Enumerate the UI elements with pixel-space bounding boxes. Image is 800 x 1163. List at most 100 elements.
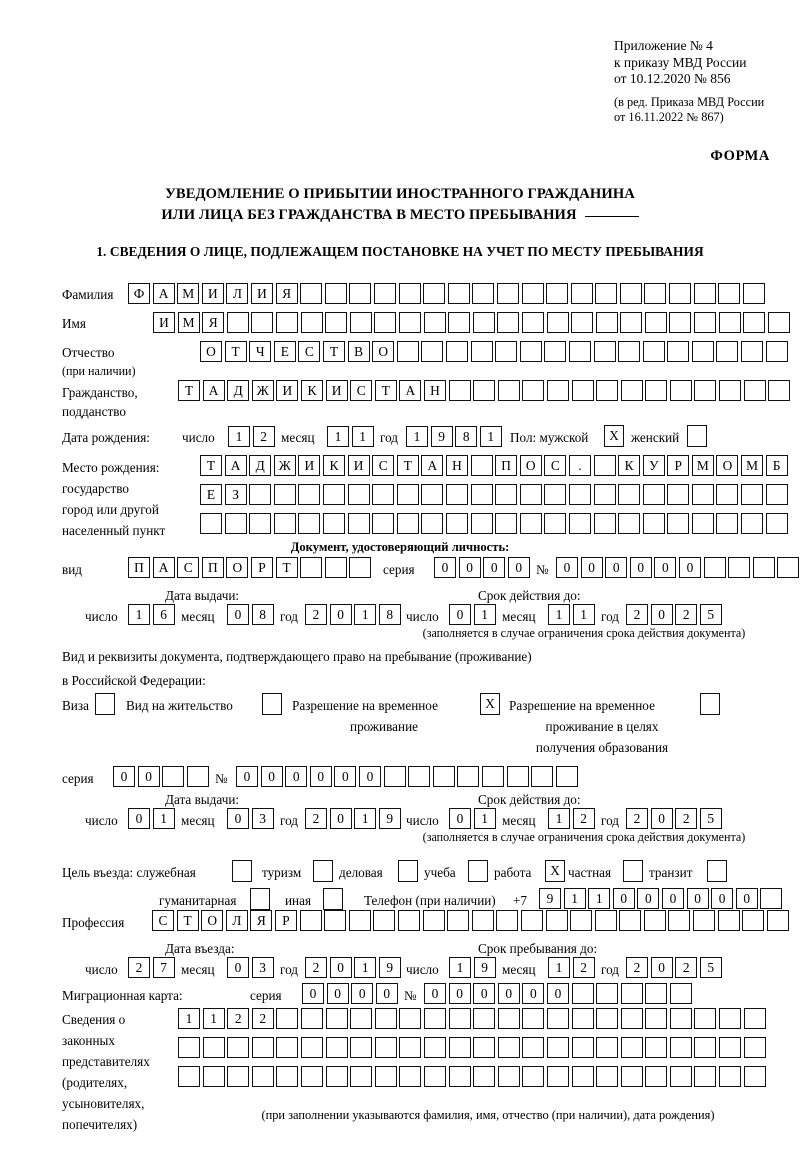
input-cell[interactable] bbox=[398, 283, 421, 304]
input-cell[interactable]: . bbox=[568, 455, 591, 476]
input-cell[interactable]: 2 bbox=[305, 604, 327, 625]
input-cell[interactable] bbox=[300, 1066, 323, 1087]
input-cell[interactable] bbox=[496, 283, 519, 304]
input-cell[interactable]: С bbox=[372, 455, 395, 476]
input-cell[interactable] bbox=[325, 1066, 348, 1087]
input-cell[interactable]: 0 bbox=[650, 957, 673, 978]
input-cell[interactable]: 1 bbox=[354, 957, 377, 978]
input-cell[interactable]: 1 bbox=[563, 888, 586, 909]
input-cell[interactable]: 1 bbox=[202, 1008, 225, 1029]
input-cell[interactable]: 0 bbox=[507, 557, 530, 578]
reps-row-2-cells[interactable] bbox=[178, 1037, 766, 1058]
input-cell[interactable]: 0 bbox=[449, 808, 471, 829]
input-cell[interactable] bbox=[669, 1008, 692, 1029]
input-cell[interactable] bbox=[765, 484, 788, 505]
input-cell[interactable]: 8 bbox=[455, 426, 478, 447]
sex-female-checkbox[interactable] bbox=[687, 425, 707, 447]
input-cell[interactable] bbox=[348, 910, 371, 931]
reps-row-3-cells[interactable] bbox=[178, 1066, 766, 1087]
input-cell[interactable]: 0 bbox=[661, 888, 684, 909]
input-cell[interactable] bbox=[765, 513, 788, 534]
input-cell[interactable] bbox=[669, 380, 692, 401]
input-cell[interactable] bbox=[324, 283, 347, 304]
input-cell[interactable] bbox=[396, 513, 419, 534]
input-cell[interactable] bbox=[520, 910, 543, 931]
input-cell[interactable] bbox=[743, 380, 766, 401]
input-cell[interactable] bbox=[669, 983, 692, 1004]
residence-permit-checkbox[interactable] bbox=[262, 693, 282, 715]
input-cell[interactable] bbox=[642, 341, 665, 362]
input-cell[interactable] bbox=[593, 455, 616, 476]
input-cell[interactable] bbox=[694, 1066, 717, 1087]
input-cell[interactable] bbox=[644, 312, 667, 333]
input-cell[interactable] bbox=[752, 557, 775, 578]
input-cell[interactable]: О bbox=[519, 455, 542, 476]
input-cell[interactable]: 0 bbox=[522, 983, 545, 1004]
input-cell[interactable] bbox=[200, 513, 222, 534]
input-cell[interactable] bbox=[571, 1037, 594, 1058]
input-cell[interactable] bbox=[694, 1008, 717, 1029]
input-cell[interactable] bbox=[226, 312, 249, 333]
input-cell[interactable] bbox=[276, 1066, 299, 1087]
input-cell[interactable]: А bbox=[421, 455, 444, 476]
input-cell[interactable] bbox=[423, 1066, 446, 1087]
input-cell[interactable] bbox=[470, 484, 493, 505]
input-cell[interactable] bbox=[349, 312, 372, 333]
input-cell[interactable]: 8 bbox=[378, 604, 401, 625]
birthplace-row-3-cells[interactable] bbox=[200, 513, 788, 534]
input-cell[interactable] bbox=[399, 1066, 422, 1087]
input-cell[interactable] bbox=[544, 341, 567, 362]
input-cell[interactable] bbox=[497, 1008, 520, 1029]
input-cell[interactable] bbox=[743, 1066, 766, 1087]
input-cell[interactable]: П bbox=[495, 455, 518, 476]
input-cell[interactable] bbox=[620, 1008, 643, 1029]
input-cell[interactable] bbox=[546, 312, 569, 333]
input-cell[interactable]: 1 bbox=[228, 426, 250, 447]
input-cell[interactable] bbox=[251, 312, 274, 333]
input-cell[interactable] bbox=[421, 341, 444, 362]
input-cell[interactable] bbox=[445, 513, 468, 534]
input-cell[interactable] bbox=[322, 513, 345, 534]
input-cell[interactable] bbox=[396, 484, 419, 505]
input-cell[interactable]: 1 bbox=[473, 808, 496, 829]
input-cell[interactable] bbox=[694, 312, 717, 333]
input-cell[interactable]: 0 bbox=[351, 983, 374, 1004]
input-cell[interactable]: 2 bbox=[305, 957, 327, 978]
input-cell[interactable]: 0 bbox=[358, 766, 381, 787]
input-cell[interactable]: С bbox=[298, 341, 321, 362]
input-cell[interactable] bbox=[325, 1037, 348, 1058]
input-cell[interactable]: 9 bbox=[378, 808, 401, 829]
input-cell[interactable] bbox=[506, 766, 529, 787]
input-cell[interactable] bbox=[694, 1037, 717, 1058]
input-cell[interactable]: 7 bbox=[152, 957, 175, 978]
input-cell[interactable]: 0 bbox=[329, 957, 352, 978]
input-cell[interactable]: 1 bbox=[548, 957, 570, 978]
input-cell[interactable] bbox=[620, 380, 643, 401]
input-cell[interactable] bbox=[299, 910, 322, 931]
input-cell[interactable]: К bbox=[322, 455, 345, 476]
input-cell[interactable]: М bbox=[741, 455, 764, 476]
input-cell[interactable]: Р bbox=[667, 455, 690, 476]
input-cell[interactable] bbox=[470, 455, 493, 476]
input-cell[interactable]: 1 bbox=[548, 808, 570, 829]
input-cell[interactable]: 1 bbox=[327, 426, 349, 447]
input-cell[interactable] bbox=[717, 910, 740, 931]
input-cell[interactable] bbox=[642, 513, 665, 534]
input-cell[interactable] bbox=[423, 312, 446, 333]
input-cell[interactable]: 0 bbox=[654, 557, 677, 578]
input-cell[interactable]: Н bbox=[445, 455, 468, 476]
input-cell[interactable] bbox=[447, 283, 470, 304]
input-cell[interactable]: Д bbox=[227, 380, 250, 401]
input-cell[interactable] bbox=[571, 380, 594, 401]
input-cell[interactable] bbox=[373, 910, 396, 931]
input-cell[interactable] bbox=[546, 283, 569, 304]
input-cell[interactable]: Ч bbox=[249, 341, 272, 362]
input-cell[interactable] bbox=[423, 1037, 446, 1058]
input-cell[interactable]: 2 bbox=[626, 808, 648, 829]
